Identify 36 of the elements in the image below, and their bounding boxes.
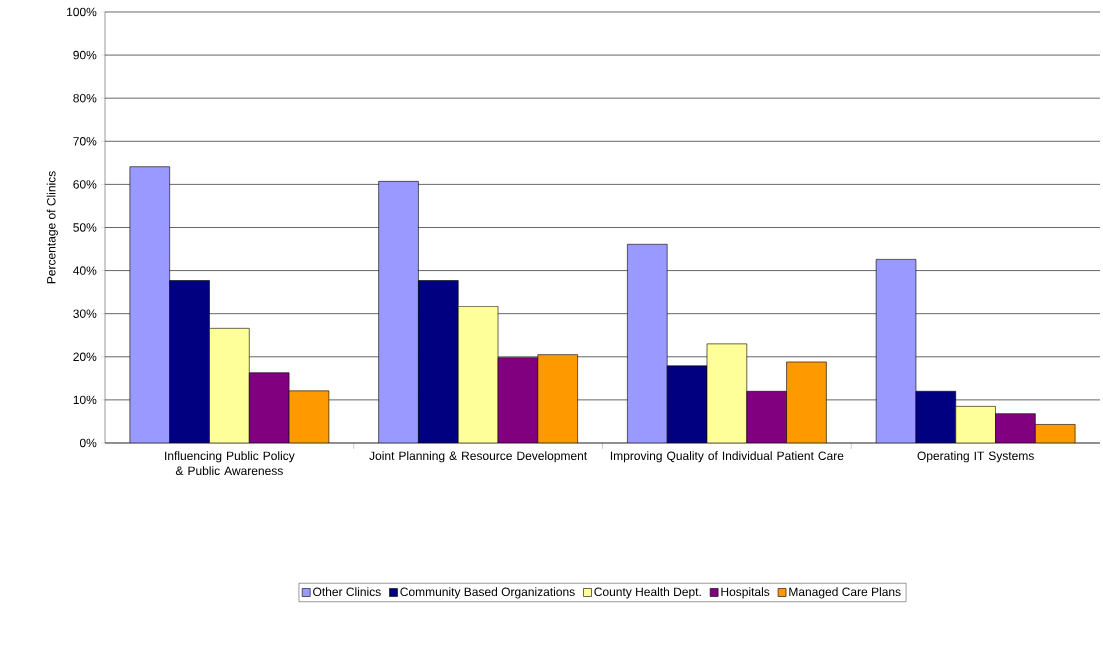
- y-tick-label: 0%: [79, 438, 97, 448]
- y-tick-label: 90%: [73, 50, 97, 60]
- y-tick-label: 100%: [67, 7, 97, 17]
- bar: [875, 259, 917, 443]
- bar: [786, 361, 827, 443]
- legend-label: Managed Care Plans: [789, 587, 901, 599]
- bar: [995, 413, 1036, 443]
- bar: [418, 280, 459, 443]
- y-tick-label: 60%: [73, 180, 97, 189]
- x-tick-label: Improving Quality of Individual Patient Care: [610, 451, 844, 463]
- legend-label: County Health Dept.: [594, 587, 701, 599]
- bar: [666, 365, 708, 443]
- y-tick-label: 50%: [73, 223, 97, 232]
- y-tick-label: 40%: [73, 266, 97, 275]
- y-tick-label: 10%: [73, 395, 97, 405]
- x-tick-label: Operating IT Systems: [917, 451, 1034, 463]
- bar: [129, 166, 170, 443]
- bar: [537, 354, 578, 443]
- legend-label: Community Based Organizations: [400, 587, 575, 599]
- x-tick-label: Joint Planning & Resource Development: [369, 451, 588, 463]
- bar: [248, 372, 290, 443]
- y-axis-title: Percentage of Clinics: [46, 171, 58, 284]
- bar: [169, 280, 210, 443]
- bar: [378, 181, 419, 443]
- bar: [497, 357, 539, 443]
- y-tick-label: 70%: [73, 137, 97, 146]
- legend-label: Other Clinics: [313, 587, 381, 597]
- y-tick-label: 20%: [73, 352, 97, 362]
- legend-label: Hospitals: [721, 587, 770, 599]
- x-tick-label: Influencing Public Policy & Public Awareness: [165, 451, 295, 475]
- bar: [915, 390, 957, 443]
- bar: [627, 243, 668, 443]
- bar: [288, 390, 330, 443]
- y-tick-label: 30%: [73, 309, 97, 318]
- bar: [746, 390, 787, 443]
- y-tick-label: 80%: [73, 93, 97, 103]
